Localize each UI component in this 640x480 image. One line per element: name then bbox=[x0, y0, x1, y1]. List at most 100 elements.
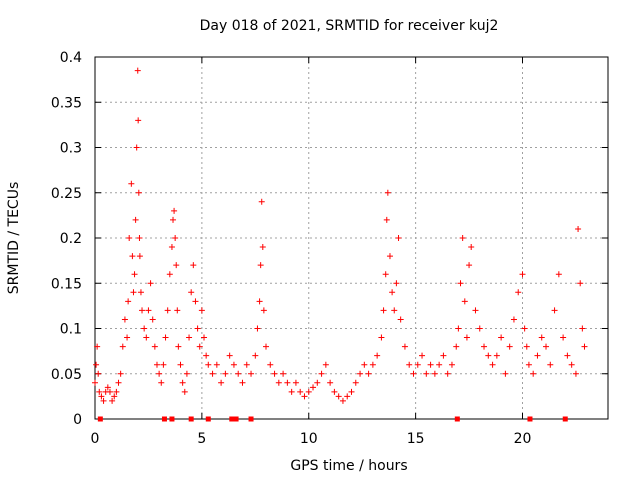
data-marks bbox=[92, 67, 588, 404]
y-tick-label: 0.05 bbox=[51, 367, 82, 383]
data-gap-marker bbox=[233, 416, 239, 422]
data-point bbox=[448, 361, 455, 368]
data-point bbox=[134, 67, 141, 74]
data-point bbox=[393, 280, 400, 287]
data-point bbox=[135, 189, 142, 196]
data-point bbox=[188, 289, 195, 296]
data-point bbox=[357, 370, 364, 377]
data-point bbox=[369, 361, 376, 368]
data-point bbox=[145, 307, 152, 314]
data-point bbox=[466, 262, 473, 269]
data-point bbox=[100, 397, 107, 404]
data-point bbox=[275, 379, 282, 386]
data-point bbox=[523, 343, 530, 350]
data-point bbox=[314, 379, 321, 386]
data-point bbox=[468, 244, 475, 251]
y-axis-ticks: 0 0.05 0.1 0.15 0.2 0.25 0.3 0.35 0.4 bbox=[51, 50, 608, 428]
data-gap-marker bbox=[205, 416, 211, 422]
y-tick-label: 0.25 bbox=[51, 186, 82, 202]
y-tick-label: 0.2 bbox=[60, 231, 82, 247]
data-point bbox=[158, 379, 165, 386]
data-point bbox=[498, 334, 505, 341]
data-point bbox=[198, 307, 205, 314]
data-point bbox=[226, 352, 233, 359]
data-point bbox=[292, 379, 299, 386]
data-point bbox=[461, 298, 468, 305]
data-point bbox=[485, 352, 492, 359]
data-point bbox=[94, 343, 101, 350]
data-point bbox=[129, 253, 136, 260]
data-point bbox=[209, 370, 216, 377]
data-point bbox=[493, 352, 500, 359]
data-point bbox=[92, 379, 98, 386]
data-gap-marker bbox=[188, 416, 194, 422]
data-point bbox=[472, 307, 479, 314]
data-point bbox=[397, 316, 404, 323]
data-point bbox=[164, 307, 171, 314]
data-point bbox=[322, 361, 329, 368]
data-point bbox=[136, 235, 143, 241]
data-point bbox=[151, 343, 158, 350]
data-point bbox=[378, 334, 385, 341]
data-point bbox=[382, 271, 389, 278]
data-gap-marker bbox=[248, 416, 254, 422]
grid bbox=[95, 57, 608, 419]
data-point bbox=[130, 289, 137, 296]
data-point bbox=[489, 361, 496, 368]
x-tick-label: 20 bbox=[514, 431, 532, 447]
data-point bbox=[459, 235, 466, 241]
data-point bbox=[192, 298, 199, 305]
data-point bbox=[168, 244, 175, 251]
chart-title: Day 018 of 2021, SRMTID for receiver kuj… bbox=[200, 18, 499, 34]
data-point bbox=[444, 370, 451, 377]
data-point bbox=[95, 370, 102, 377]
data-point bbox=[218, 379, 225, 386]
data-point bbox=[259, 244, 266, 251]
data-gap-marker bbox=[161, 416, 167, 422]
data-point bbox=[113, 388, 120, 395]
data-point bbox=[117, 370, 124, 377]
data-point bbox=[419, 352, 426, 359]
data-point bbox=[463, 334, 470, 341]
data-point bbox=[106, 388, 113, 395]
data-point bbox=[534, 352, 541, 359]
data-point bbox=[431, 370, 438, 377]
data-point bbox=[564, 352, 571, 359]
data-point bbox=[170, 216, 177, 223]
data-point bbox=[406, 361, 413, 368]
data-point bbox=[119, 343, 126, 350]
data-gap-marker bbox=[229, 416, 235, 422]
data-point bbox=[133, 144, 140, 151]
y-tick-label: 0.4 bbox=[60, 50, 82, 66]
data-point bbox=[455, 325, 462, 332]
data-point bbox=[380, 307, 387, 314]
data-point bbox=[93, 361, 100, 368]
data-point bbox=[137, 289, 144, 296]
y-tick-label: 0.1 bbox=[60, 322, 82, 338]
data-point bbox=[153, 361, 160, 368]
data-point bbox=[115, 379, 122, 386]
data-point bbox=[104, 384, 111, 391]
data-point bbox=[173, 262, 180, 269]
y-tick-label: 0.15 bbox=[51, 276, 82, 292]
data-point bbox=[547, 361, 554, 368]
data-point bbox=[361, 361, 368, 368]
data-point bbox=[389, 289, 396, 296]
data-point bbox=[183, 370, 190, 377]
x-tick-label: 10 bbox=[300, 431, 318, 447]
data-point bbox=[179, 379, 186, 386]
data-point bbox=[521, 325, 528, 332]
data-point bbox=[149, 316, 156, 323]
data-point bbox=[252, 352, 259, 359]
data-gap-marker bbox=[97, 416, 103, 422]
data-point bbox=[581, 343, 588, 350]
data-point bbox=[235, 370, 242, 377]
data-gap-marker bbox=[562, 416, 568, 422]
data-point bbox=[203, 352, 210, 359]
data-point bbox=[132, 216, 139, 223]
data-point bbox=[111, 393, 118, 400]
data-point bbox=[525, 361, 532, 368]
data-point bbox=[98, 393, 105, 400]
x-tick-label: 15 bbox=[407, 431, 425, 447]
